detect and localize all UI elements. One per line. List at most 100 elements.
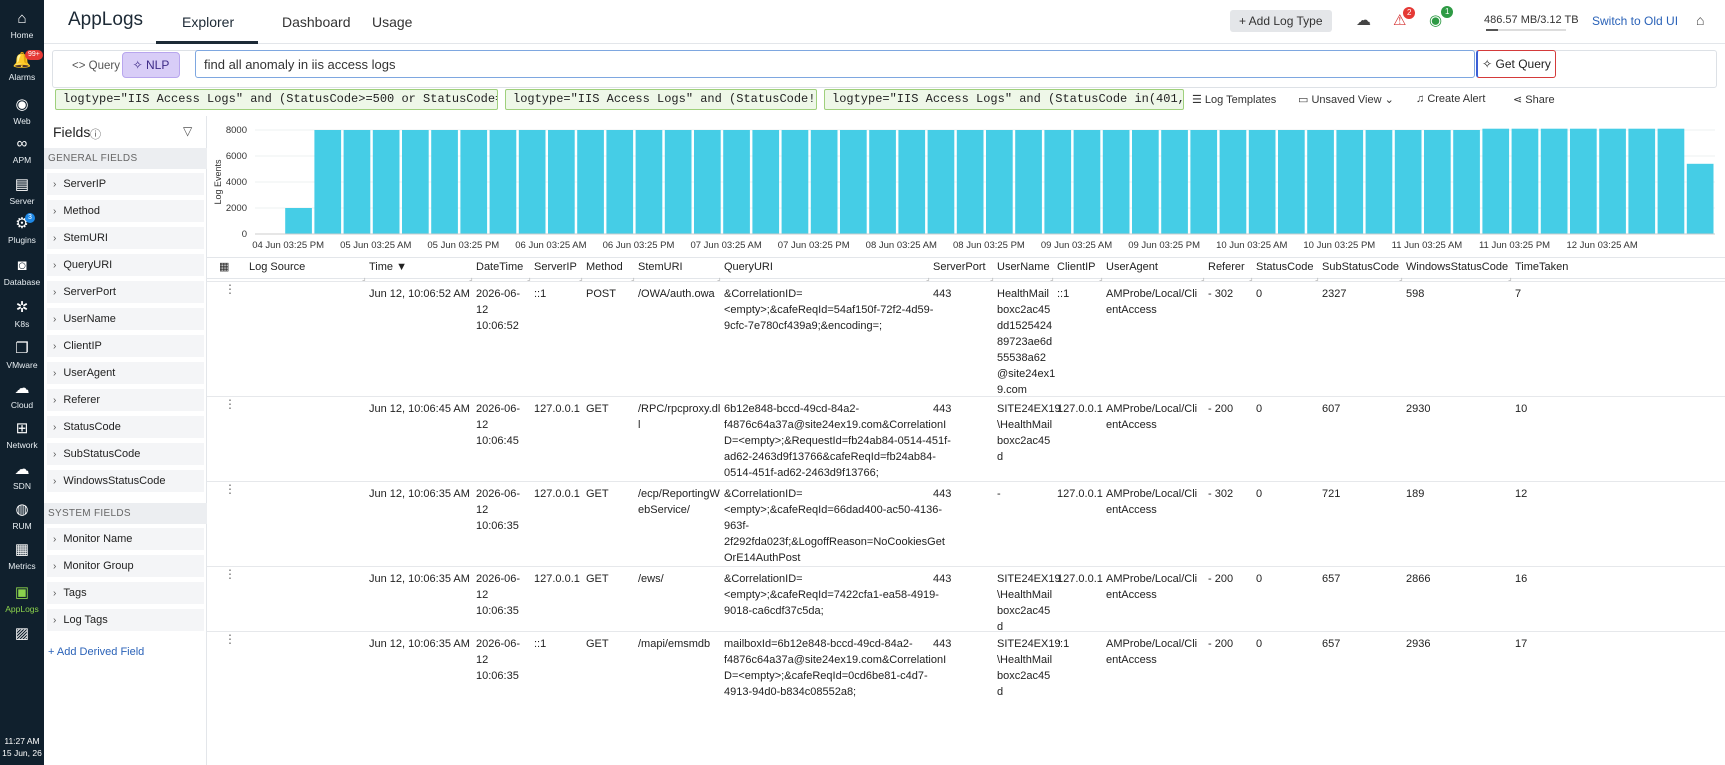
field-item-windowsstatuscode[interactable]: › WindowsStatusCode: [47, 470, 204, 492]
field-item-monitor-group[interactable]: › Monitor Group: [47, 555, 204, 577]
nav-item-plugins[interactable]: ⚙ Plugins 3: [0, 213, 44, 245]
field-item-useragent[interactable]: › UserAgent: [47, 362, 204, 384]
nav-item-database[interactable]: ◙ Database: [0, 257, 44, 287]
column-resize-handle[interactable]: ⌟: [469, 273, 473, 282]
query-chip-3[interactable]: logtype="IIS Access Logs" and (StatusCod…: [824, 89, 1184, 110]
field-item-clientip[interactable]: › ClientIP: [47, 335, 204, 357]
column-header-method[interactable]: Method: [586, 261, 623, 273]
nav-item-network[interactable]: ⊞ Network: [0, 420, 44, 450]
chart-bar: [431, 130, 458, 234]
column-resize-handle[interactable]: ⌟: [717, 273, 721, 282]
x-tick-label: 06 Jun 03:25 AM: [515, 240, 586, 251]
column-header-datetime[interactable]: DateTime: [476, 261, 524, 273]
query-chip-1[interactable]: logtype="IIS Access Logs" and (StatusCod…: [55, 89, 498, 110]
column-resize-handle[interactable]: ⌟: [1050, 273, 1054, 282]
field-item-serverport[interactable]: › ServerPort: [47, 281, 204, 303]
column-header-logsource[interactable]: Log Source: [249, 261, 306, 273]
field-item-monitor-name[interactable]: › Monitor Name: [47, 528, 204, 550]
nav-item-vmware[interactable]: ❐ VMware: [0, 340, 44, 370]
query-input[interactable]: [195, 50, 1475, 78]
field-item-referer[interactable]: › Referer: [47, 389, 204, 411]
log-templates-button[interactable]: ☰ Log Templates: [1192, 93, 1276, 106]
switch-old-ui-link[interactable]: Switch to Old UI: [1592, 14, 1679, 28]
tab-dashboard[interactable]: Dashboard: [282, 14, 351, 30]
nav-item-metrics[interactable]: ▦ Metrics: [0, 541, 44, 571]
column-header-clientip[interactable]: ClientIP: [1057, 261, 1096, 273]
query-chip-2[interactable]: logtype="IIS Access Logs" and (StatusCod…: [505, 89, 817, 110]
column-resize-handle[interactable]: ⌟: [990, 273, 994, 282]
share-button[interactable]: ⋖ Share: [1513, 93, 1555, 106]
column-resize-handle[interactable]: ⌟: [579, 273, 583, 282]
column-header-queryuri[interactable]: QueryURI: [724, 261, 773, 273]
field-item-substatuscode[interactable]: › SubStatusCode: [47, 443, 204, 465]
table-cell-windowsstatuscode: 2866: [1406, 573, 1431, 585]
column-resize-handle[interactable]: ⌟: [631, 273, 635, 282]
column-resize-handle[interactable]: ⌟: [1201, 273, 1205, 282]
column-settings-icon[interactable]: ▦: [219, 261, 230, 273]
nav-item-report[interactable]: ▨: [0, 625, 44, 643]
tab-usage[interactable]: Usage: [372, 14, 413, 30]
nav-item-apm[interactable]: ∞ APM: [0, 135, 44, 165]
nav-item-sdn[interactable]: ☁ SDN: [0, 461, 44, 491]
row-menu-icon[interactable]: ⋮: [224, 282, 236, 296]
column-resize-handle[interactable]: ⌟: [362, 273, 366, 282]
nav-item-k8s[interactable]: ✲ K8s: [0, 299, 44, 329]
column-header-serverport[interactable]: ServerPort: [933, 261, 986, 273]
get-query-button[interactable]: ✧ Get Query: [1476, 50, 1556, 78]
nav-item-rum[interactable]: ◍ RUM: [0, 501, 44, 531]
column-resize-handle[interactable]: ⌟: [926, 273, 930, 282]
column-header-useragent[interactable]: UserAgent: [1106, 261, 1158, 273]
nav-item-cloud[interactable]: ☁ Cloud: [0, 380, 44, 410]
add-log-type-button[interactable]: + Add Log Type: [1230, 10, 1332, 32]
column-header-timetaken[interactable]: TimeTaken: [1515, 261, 1569, 273]
nav-item-alarms[interactable]: 🔔 Alarms 99+: [0, 50, 44, 82]
nlp-mode-toggle[interactable]: ✧ NLP: [122, 52, 180, 78]
table-cell-substatuscode: 721: [1322, 488, 1341, 500]
column-header-serverip[interactable]: ServerIP: [534, 261, 577, 273]
table-cell-useragent: AMProbe/Local/Cli entAccess: [1106, 288, 1198, 316]
watch-icon[interactable]: ◉: [1429, 12, 1443, 29]
home-icon[interactable]: ⌂: [1696, 12, 1705, 28]
column-header-username[interactable]: UserName: [997, 261, 1050, 273]
query-mode-toggle[interactable]: <> Query: [72, 60, 120, 72]
column-header-time[interactable]: Time ▼: [369, 261, 407, 273]
column-header-substatuscode[interactable]: SubStatusCode: [1322, 261, 1400, 273]
column-resize-handle[interactable]: ⌟: [1399, 273, 1403, 282]
column-header-stemuri[interactable]: StemURI: [638, 261, 683, 273]
row-menu-icon[interactable]: ⋮: [224, 632, 236, 646]
table-cell-queryuri: mailboxId=6b12e848-bccd-49cd-84a2- f4876…: [724, 638, 947, 698]
row-menu-icon[interactable]: ⋮: [224, 482, 236, 496]
column-resize-handle[interactable]: ⌟: [1508, 273, 1512, 282]
x-tick-label: 05 Jun 03:25 AM: [340, 240, 411, 251]
nav-item-server[interactable]: ▤ Server: [0, 176, 44, 206]
tab-explorer[interactable]: Explorer: [182, 14, 235, 30]
nav-item-web[interactable]: ◉ Web: [0, 96, 44, 126]
server-icon: ▤: [14, 176, 30, 193]
column-resize-handle[interactable]: ⌟: [1315, 273, 1319, 282]
column-header-referer[interactable]: Referer: [1208, 261, 1245, 273]
column-resize-handle[interactable]: ⌟: [527, 273, 531, 282]
filter-icon[interactable]: ▽: [183, 124, 193, 138]
upload-agent-icon[interactable]: ☁: [1356, 12, 1371, 29]
field-item-statuscode[interactable]: › StatusCode: [47, 416, 204, 438]
field-item-log-tags[interactable]: › Log Tags: [47, 609, 204, 631]
field-item-username[interactable]: › UserName: [47, 308, 204, 330]
column-resize-handle[interactable]: ⌟: [1099, 273, 1103, 282]
row-menu-icon[interactable]: ⋮: [224, 567, 236, 581]
create-alert-button[interactable]: ♫ Create Alert: [1416, 93, 1485, 105]
field-item-method[interactable]: › Method: [47, 200, 204, 222]
saved-view-dropdown[interactable]: ▭ Unsaved View ⌄: [1298, 93, 1394, 106]
field-item-stemuri[interactable]: › StemURI: [47, 227, 204, 249]
nav-item-home[interactable]: ⌂ Home: [0, 10, 44, 40]
field-item-serverip[interactable]: › ServerIP: [47, 173, 204, 195]
field-item-tags[interactable]: › Tags: [47, 582, 204, 604]
row-menu-icon[interactable]: ⋮: [224, 397, 236, 411]
field-item-queryuri[interactable]: › QueryURI: [47, 254, 204, 276]
add-derived-field-link[interactable]: + Add Derived Field: [48, 646, 145, 658]
column-header-windowsstatuscode[interactable]: WindowsStatusCode: [1406, 261, 1509, 273]
column-resize-handle[interactable]: ⌟: [1249, 273, 1253, 282]
info-icon[interactable]: ⓘ: [90, 129, 101, 141]
nav-item-applogs[interactable]: ▣ AppLogs: [0, 584, 44, 614]
column-header-statuscode[interactable]: StatusCode: [1256, 261, 1314, 273]
table-cell-serverport: 443: [933, 288, 952, 300]
